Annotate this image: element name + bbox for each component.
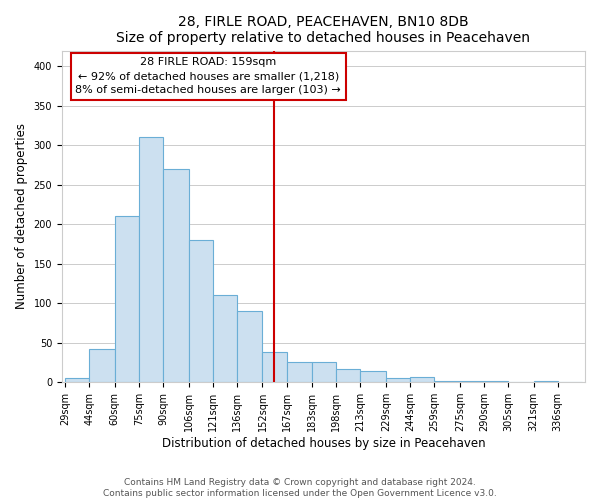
Title: 28, FIRLE ROAD, PEACEHAVEN, BN10 8DB
Size of property relative to detached house: 28, FIRLE ROAD, PEACEHAVEN, BN10 8DB Siz…: [116, 15, 530, 45]
Bar: [139, 138, 163, 382]
Bar: [287, 362, 312, 382]
Bar: [65, 378, 89, 382]
Text: 28 FIRLE ROAD: 159sqm
← 92% of detached houses are smaller (1,218)
8% of semi-de: 28 FIRLE ROAD: 159sqm ← 92% of detached …: [76, 57, 341, 95]
Bar: [188, 240, 213, 382]
Bar: [361, 371, 386, 382]
Bar: [386, 378, 410, 382]
Bar: [312, 362, 336, 382]
X-axis label: Distribution of detached houses by size in Peacehaven: Distribution of detached houses by size …: [161, 437, 485, 450]
Bar: [262, 352, 287, 382]
Bar: [115, 216, 139, 382]
Bar: [163, 169, 188, 382]
Bar: [336, 369, 361, 382]
Text: Contains HM Land Registry data © Crown copyright and database right 2024.
Contai: Contains HM Land Registry data © Crown c…: [103, 478, 497, 498]
Bar: [89, 349, 115, 382]
Bar: [237, 311, 262, 382]
Bar: [410, 378, 434, 382]
Bar: [213, 296, 237, 382]
Bar: [460, 380, 484, 382]
Y-axis label: Number of detached properties: Number of detached properties: [15, 124, 28, 310]
Bar: [434, 380, 460, 382]
